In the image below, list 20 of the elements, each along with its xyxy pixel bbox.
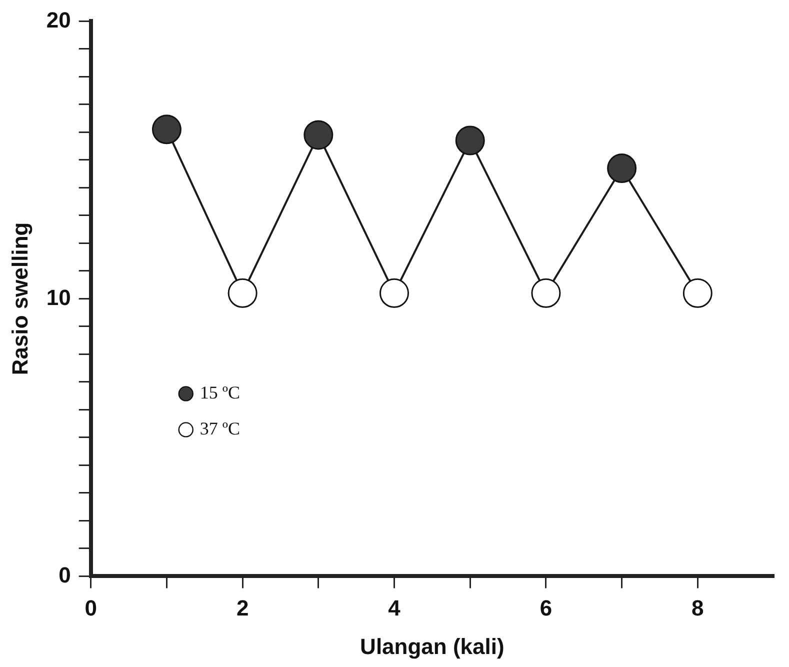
point <box>455 126 485 156</box>
x-axis-title: Ulangan (kali) <box>360 634 504 659</box>
x-tick-label: 2 <box>236 595 249 620</box>
point <box>607 154 637 184</box>
legend-label: 37 ºC <box>200 418 240 438</box>
x-tick-label: 6 <box>540 595 552 620</box>
point <box>531 278 561 308</box>
x-tick-label: 8 <box>692 595 704 620</box>
y-axis-title: Rasio swelling <box>7 222 32 376</box>
y-tick-label: 20 <box>46 7 71 32</box>
point <box>152 114 182 144</box>
point <box>380 278 410 308</box>
y-tick-label: 0 <box>58 562 71 588</box>
point <box>304 120 334 150</box>
x-tick-label: 4 <box>388 595 402 620</box>
point <box>228 278 258 308</box>
y-tick-label: 10 <box>46 284 71 310</box>
legend-label: 15 ºC <box>200 382 240 402</box>
x-tick-label: 0 <box>84 595 97 620</box>
point <box>682 278 712 308</box>
